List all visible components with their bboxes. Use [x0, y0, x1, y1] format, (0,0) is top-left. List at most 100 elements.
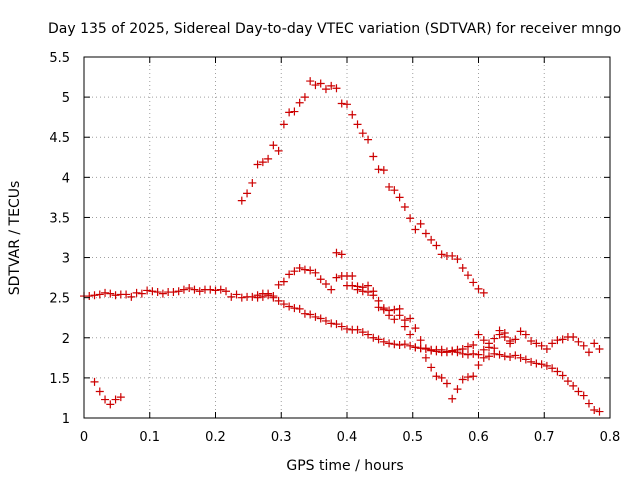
data-point-plus [258, 158, 267, 167]
x-tick-label: 0 [80, 430, 88, 445]
data-point-plus [469, 278, 478, 287]
data-point-plus [279, 120, 288, 129]
data-point-plus [542, 361, 551, 370]
data-point-plus [390, 305, 399, 314]
series-satellite-track-e [332, 272, 515, 357]
data-point-plus [442, 348, 451, 357]
data-point-plus [416, 336, 425, 345]
data-point-plus [463, 342, 472, 351]
x-tick-label: 0.7 [534, 430, 555, 445]
data-point-plus [290, 107, 299, 116]
data-point-plus [584, 399, 593, 408]
data-point-plus [216, 285, 225, 294]
data-point-plus [390, 186, 399, 195]
data-point-plus [542, 345, 551, 354]
data-point-plus [290, 304, 299, 313]
data-point-plus [95, 290, 104, 299]
data-point-plus [558, 335, 567, 344]
data-point-plus [253, 293, 262, 302]
data-point-plus [321, 316, 330, 325]
series-satellite-track-d [253, 248, 604, 403]
data-point-plus [332, 248, 341, 257]
data-point-plus [385, 339, 394, 348]
data-point-plus [479, 345, 488, 354]
data-point-plus [153, 288, 162, 297]
data-point-plus [485, 339, 494, 348]
data-point-plus [316, 79, 325, 88]
data-point-plus [379, 166, 388, 175]
data-point-plus [243, 189, 252, 198]
data-point-plus [548, 339, 557, 348]
x-tick-label: 0.5 [402, 430, 423, 445]
data-point-plus [437, 373, 446, 382]
data-point-plus [474, 361, 483, 370]
data-point-plus [111, 395, 120, 404]
data-point-plus [553, 367, 562, 376]
data-point-plus [453, 345, 462, 354]
data-point-plus [95, 387, 104, 396]
data-point-plus [537, 360, 546, 369]
data-point-plus [379, 337, 388, 346]
data-point-plus [495, 350, 504, 359]
data-point-plus [569, 381, 578, 390]
data-point-plus [553, 336, 562, 345]
y-tick-label: 4 [62, 171, 70, 186]
x-tick-label: 0.6 [468, 430, 489, 445]
data-point-plus [527, 336, 536, 345]
data-point-plus [584, 348, 593, 357]
data-point-plus [479, 288, 488, 297]
data-points [80, 77, 604, 416]
data-point-plus [348, 272, 357, 281]
x-axis-title: GPS time / hours [286, 458, 403, 474]
data-point-plus [453, 385, 462, 394]
data-point-plus [411, 343, 420, 352]
y-tick-label: 3 [62, 252, 70, 267]
data-point-plus [269, 141, 278, 150]
data-point-plus [237, 196, 246, 205]
data-point-plus [500, 352, 509, 361]
x-tick-label: 0.3 [271, 430, 292, 445]
data-point-plus [321, 280, 330, 289]
data-point-plus [595, 407, 604, 416]
data-point-plus [458, 375, 467, 384]
data-point-plus [306, 266, 315, 275]
data-point-plus [569, 332, 578, 341]
data-point-plus [311, 268, 320, 277]
data-point-plus [190, 285, 199, 294]
data-point-plus [285, 302, 294, 311]
data-point-plus [406, 341, 415, 350]
grid-lines [84, 57, 610, 418]
data-point-plus [332, 273, 341, 282]
data-point-plus [411, 225, 420, 234]
data-point-plus [348, 110, 357, 119]
data-point-plus [421, 229, 430, 238]
data-point-plus [511, 335, 520, 344]
data-point-plus [206, 285, 215, 294]
data-point-plus [337, 99, 346, 108]
y-tick-label: 3.5 [49, 211, 70, 226]
data-point-plus [548, 364, 557, 373]
data-point-plus [211, 286, 220, 295]
data-point-plus [337, 322, 346, 331]
data-point-plus [416, 219, 425, 228]
data-point-plus [195, 287, 204, 296]
x-tick-label: 0.2 [205, 430, 226, 445]
data-point-plus [253, 160, 262, 169]
data-point-plus [411, 324, 420, 333]
data-point-plus [400, 322, 409, 331]
data-point-plus [279, 300, 288, 309]
data-point-plus [274, 296, 283, 305]
data-point-plus [290, 267, 299, 276]
data-point-plus [258, 292, 267, 301]
data-point-plus [374, 165, 383, 174]
data-point-plus [500, 328, 509, 337]
data-point-plus [400, 340, 409, 349]
data-point-plus [90, 291, 99, 300]
data-point-plus [432, 345, 441, 354]
data-point-plus [427, 235, 436, 244]
data-point-plus [495, 326, 504, 335]
data-point-plus [558, 371, 567, 380]
data-point-plus [406, 330, 415, 339]
data-point-plus [474, 350, 483, 359]
